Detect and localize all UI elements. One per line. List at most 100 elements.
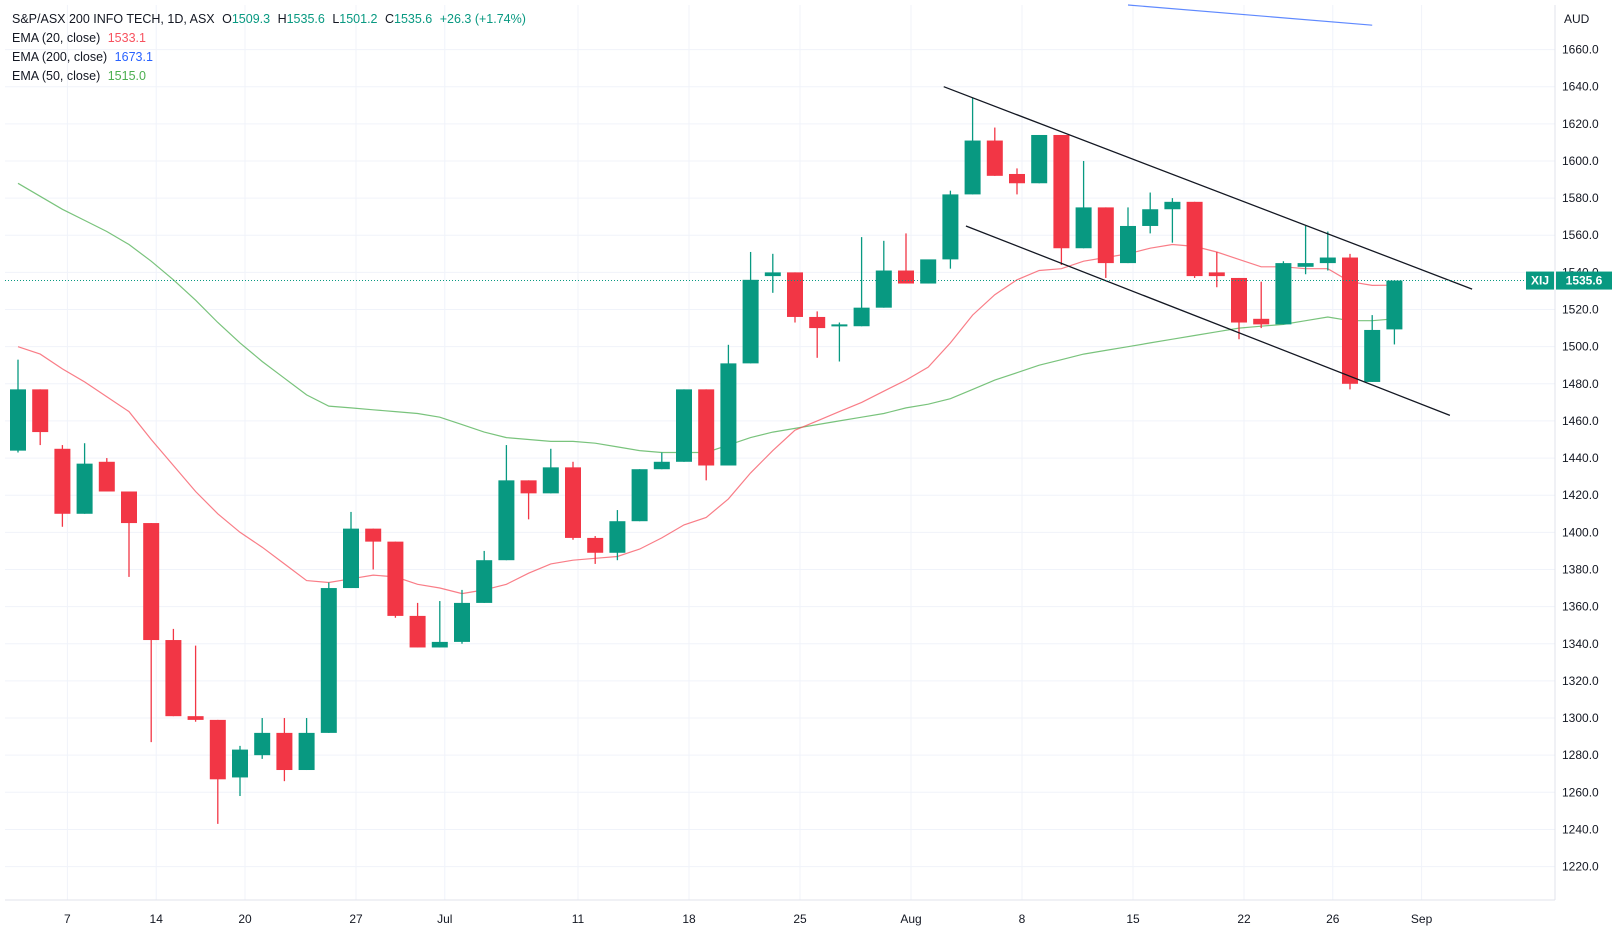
candle-body[interactable] [254, 732, 271, 756]
candle-body[interactable] [1253, 318, 1270, 325]
trendline-lower[interactable] [965, 225, 1451, 416]
candle-body[interactable] [409, 615, 426, 648]
candle[interactable] [431, 601, 448, 648]
candle-body[interactable] [698, 389, 715, 466]
candle-body[interactable] [898, 270, 914, 284]
candle-body[interactable] [431, 641, 448, 648]
trend-channel[interactable] [943, 86, 1473, 416]
candle-body[interactable] [365, 528, 382, 542]
candle[interactable] [587, 536, 604, 564]
candle[interactable] [542, 448, 559, 494]
candle[interactable] [187, 645, 204, 722]
candle-body[interactable] [1142, 209, 1159, 226]
candle[interactable] [498, 445, 515, 561]
candle-body[interactable] [1275, 263, 1292, 325]
candle[interactable] [1364, 315, 1381, 382]
candle[interactable] [476, 550, 493, 603]
candle-body[interactable] [1186, 201, 1203, 277]
candle[interactable] [1386, 280, 1403, 345]
candle[interactable] [320, 582, 337, 733]
candle[interactable] [343, 511, 359, 589]
candle-body[interactable] [720, 363, 737, 466]
candle-body[interactable] [209, 719, 226, 780]
candle-body[interactable] [1075, 207, 1092, 249]
candle-body[interactable] [1031, 134, 1048, 184]
candle[interactable] [387, 541, 404, 618]
candle[interactable] [143, 523, 160, 743]
candle[interactable] [409, 602, 426, 648]
candle-body[interactable] [1208, 272, 1225, 277]
candle-body[interactable] [232, 749, 248, 778]
candle[interactable] [1253, 281, 1270, 329]
candle[interactable] [454, 589, 470, 644]
candle-body[interactable] [121, 491, 137, 524]
candle[interactable] [1297, 225, 1314, 275]
candle-body[interactable] [653, 461, 670, 470]
candle[interactable] [1097, 207, 1114, 278]
candle[interactable] [32, 389, 49, 446]
candle[interactable] [209, 719, 226, 824]
candle-body[interactable] [875, 270, 892, 308]
candle-body[interactable] [32, 389, 49, 433]
candle[interactable] [809, 311, 826, 358]
candle[interactable] [298, 718, 315, 771]
candle[interactable] [720, 344, 737, 466]
candle[interactable] [631, 469, 648, 522]
candle[interactable] [276, 718, 293, 782]
candle-body[interactable] [853, 307, 870, 327]
candle-body[interactable] [298, 732, 315, 771]
candle[interactable] [1319, 231, 1336, 271]
candle[interactable] [232, 745, 248, 797]
candle-body[interactable] [676, 389, 692, 462]
candle[interactable] [10, 359, 26, 453]
candle[interactable] [1208, 251, 1225, 288]
candle-body[interactable] [809, 316, 826, 329]
candle-body[interactable] [942, 194, 959, 260]
candle[interactable] [1075, 160, 1092, 249]
candle-body[interactable] [276, 732, 293, 771]
candle[interactable] [1031, 134, 1048, 184]
indicator-ema200[interactable]: EMA (200, close) 1673.1 [12, 48, 530, 67]
candle[interactable] [1009, 168, 1025, 195]
candle-body[interactable] [1009, 173, 1025, 184]
candle[interactable] [986, 127, 1003, 176]
candle-body[interactable] [387, 541, 404, 616]
candle-body[interactable] [320, 588, 337, 733]
candle-body[interactable] [98, 461, 115, 492]
candle-body[interactable] [343, 528, 359, 589]
candle-body[interactable] [1319, 257, 1336, 264]
candle[interactable] [365, 528, 382, 570]
candle[interactable] [609, 510, 626, 561]
candle-body[interactable] [10, 389, 26, 451]
trendline-upper[interactable] [943, 86, 1473, 290]
candle[interactable] [698, 389, 715, 481]
candle-body[interactable] [498, 480, 515, 561]
candle[interactable] [1164, 198, 1181, 243]
candle[interactable] [98, 458, 115, 492]
candle[interactable] [254, 718, 271, 759]
candle[interactable] [742, 251, 759, 364]
candle-body[interactable] [920, 259, 937, 284]
candle-body[interactable] [454, 602, 470, 642]
candle-body[interactable] [631, 469, 648, 522]
candle-body[interactable] [187, 716, 204, 720]
candle[interactable] [653, 452, 670, 470]
candle-body[interactable] [1097, 207, 1114, 264]
candle-body[interactable] [1164, 201, 1181, 210]
candle[interactable] [787, 272, 803, 323]
candle-body[interactable] [165, 640, 182, 717]
candle-body[interactable] [1386, 280, 1403, 330]
candle[interactable] [920, 259, 937, 284]
candle-body[interactable] [787, 272, 803, 317]
candle-body[interactable] [1231, 277, 1247, 323]
candle-body[interactable] [964, 140, 981, 195]
candle[interactable] [1342, 253, 1358, 390]
candle-body[interactable] [1342, 257, 1358, 384]
candle[interactable] [1275, 261, 1292, 325]
candle[interactable] [565, 461, 581, 540]
candle-body[interactable] [1297, 263, 1314, 267]
candle-body[interactable] [1364, 329, 1381, 382]
indicator-ema50[interactable]: EMA (50, close) 1515.0 [12, 67, 530, 86]
candle[interactable] [121, 491, 137, 577]
